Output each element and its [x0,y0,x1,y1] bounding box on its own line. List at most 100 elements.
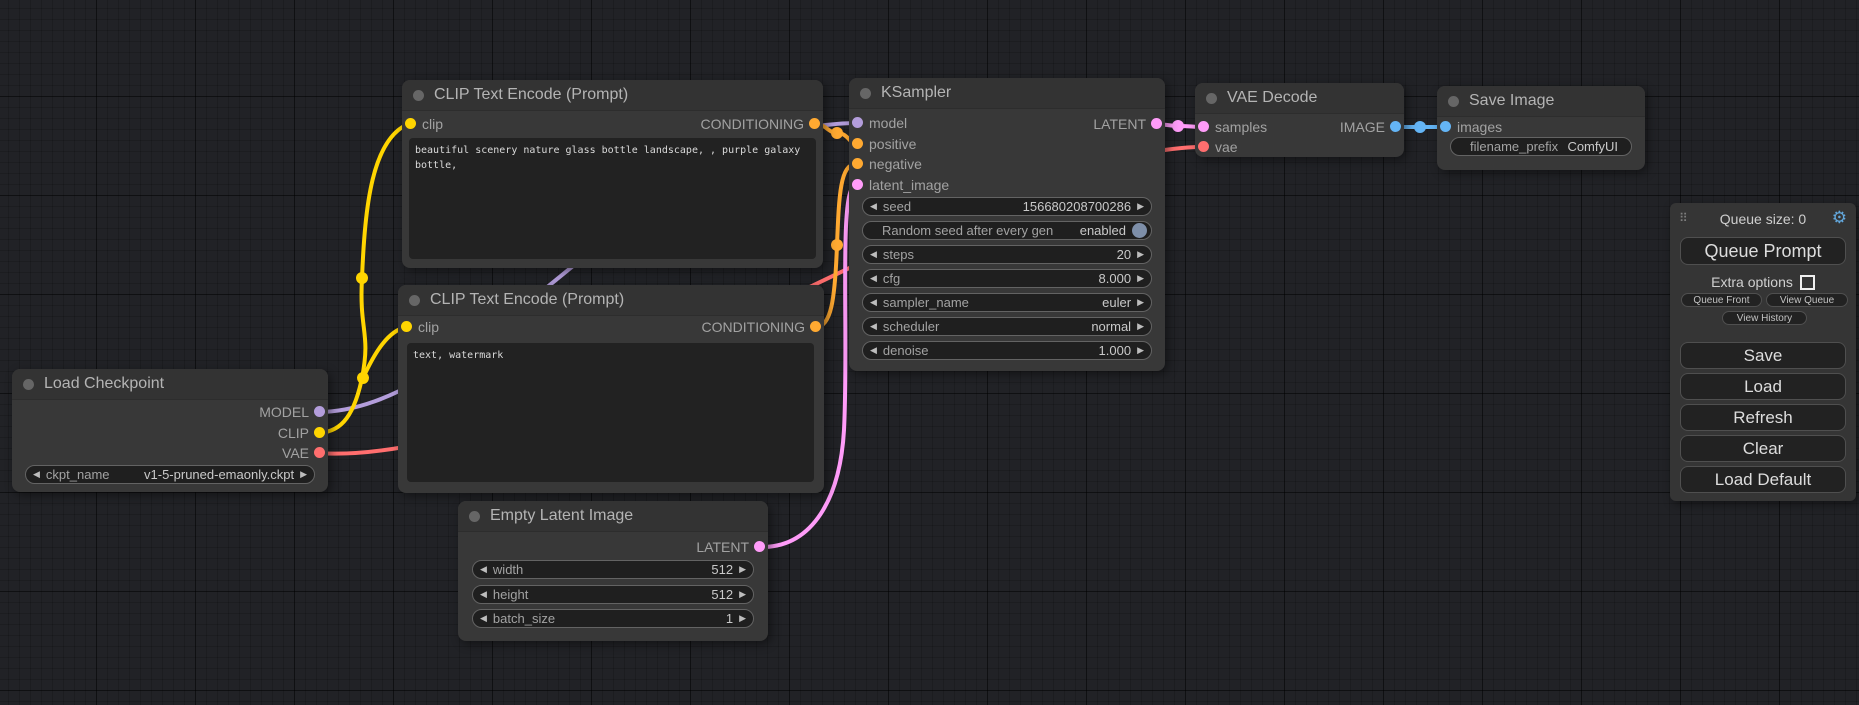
toggle-knob-icon[interactable] [1132,223,1147,238]
decrement-arrow-icon[interactable]: ◀ [480,564,487,574]
decrement-arrow-icon[interactable]: ◀ [870,201,877,211]
link-dot [1414,121,1426,133]
view-history-button[interactable]: View History [1722,311,1807,325]
increment-arrow-icon[interactable]: ▶ [1137,345,1144,355]
cfg-widget[interactable]: ◀ cfg 8.000 ▶ [862,269,1152,288]
input-slot-model[interactable] [852,117,863,128]
queue-prompt-button[interactable]: Queue Prompt [1680,237,1846,265]
drag-handle-icon[interactable]: ⠿ [1679,211,1689,225]
output-slot-latent[interactable] [1151,118,1162,129]
load-default-button[interactable]: Load Default [1680,466,1846,493]
increment-arrow-icon[interactable]: ▶ [739,613,746,623]
collapse-dot-icon[interactable] [469,510,480,522]
prompt-textarea[interactable]: text, watermark [407,343,814,482]
node-load-checkpoint[interactable]: Load Checkpoint MODEL CLIP VAE ◀ ckpt_na… [12,369,328,492]
decrement-arrow-icon[interactable]: ◀ [33,469,40,479]
collapse-dot-icon[interactable] [1206,92,1217,104]
node-title-bar[interactable]: Empty Latent Image [458,501,768,532]
collapse-dot-icon[interactable] [860,87,871,99]
random-seed-toggle-widget[interactable]: Random seed after every gen enabled [862,221,1152,240]
seed-widget[interactable]: ◀ seed 156680208700286 ▶ [862,197,1152,216]
node-empty-latent-image[interactable]: Empty Latent Image LATENT ◀ width 512 ▶ … [458,501,768,641]
output-slot-model[interactable] [314,406,325,417]
input-slot-latent-image[interactable] [852,179,863,190]
increment-arrow-icon[interactable]: ▶ [1137,273,1144,283]
node-title-bar[interactable]: KSampler [849,78,1165,109]
decrement-arrow-icon[interactable]: ◀ [870,345,877,355]
node-title: KSampler [881,84,952,101]
node-title-bar[interactable]: Save Image [1437,86,1645,117]
node-clip-text-encode-positive[interactable]: CLIP Text Encode (Prompt) clip CONDITION… [402,80,823,268]
output-slot-conditioning[interactable] [810,321,821,332]
node-ksampler[interactable]: KSampler model positive negative latent_… [849,78,1165,371]
node-save-image[interactable]: Save Image images filename_prefix ComfyU… [1437,86,1645,170]
decrement-arrow-icon[interactable]: ◀ [870,321,877,331]
widget-value: 156680208700286 [1022,199,1132,214]
output-label-latent: LATENT [1093,116,1146,132]
view-queue-button[interactable]: View Queue [1766,293,1848,307]
save-button[interactable]: Save [1680,342,1846,369]
width-widget[interactable]: ◀ width 512 ▶ [472,560,754,579]
clear-button[interactable]: Clear [1680,435,1846,462]
sampler-name-widget[interactable]: ◀ sampler_name euler ▶ [862,293,1152,312]
link-dot [831,127,843,139]
collapse-dot-icon[interactable] [23,378,34,390]
output-label-conditioning: CONDITIONING [700,116,804,132]
output-slot-image[interactable] [1390,121,1401,132]
steps-widget[interactable]: ◀ steps 20 ▶ [862,245,1152,264]
decrement-arrow-icon[interactable]: ◀ [870,273,877,283]
collapse-dot-icon[interactable] [413,89,424,101]
increment-arrow-icon[interactable]: ▶ [1137,297,1144,307]
output-slot-latent[interactable] [754,541,765,552]
collapse-dot-icon[interactable] [409,294,420,306]
node-title-bar[interactable]: CLIP Text Encode (Prompt) [398,285,824,316]
queue-front-button[interactable]: Queue Front [1681,293,1762,307]
increment-arrow-icon[interactable]: ▶ [739,564,746,574]
decrement-arrow-icon[interactable]: ◀ [870,249,877,259]
decrement-arrow-icon[interactable]: ◀ [870,297,877,307]
batch-size-widget[interactable]: ◀ batch_size 1 ▶ [472,609,754,628]
widget-label: sampler_name [882,295,969,310]
extra-options-checkbox[interactable] [1799,274,1815,290]
node-vae-decode[interactable]: VAE Decode samples vae IMAGE [1195,83,1404,157]
refresh-button[interactable]: Refresh [1680,404,1846,431]
widget-label: filename_prefix [1470,139,1559,154]
node-title: CLIP Text Encode (Prompt) [434,86,629,103]
load-button[interactable]: Load [1680,373,1846,400]
input-slot-clip[interactable] [401,321,412,332]
scheduler-widget[interactable]: ◀ scheduler normal ▶ [862,317,1152,336]
decrement-arrow-icon[interactable]: ◀ [480,589,487,599]
prompt-textarea[interactable]: beautiful scenery nature glass bottle la… [409,138,816,259]
widget-label: ckpt_name [45,467,110,482]
output-slot-conditioning[interactable] [809,118,820,129]
input-label-samples: samples [1215,119,1268,135]
node-title-bar[interactable]: CLIP Text Encode (Prompt) [402,80,823,111]
increment-arrow-icon[interactable]: ▶ [1137,321,1144,331]
output-slot-vae[interactable] [314,447,325,458]
ckpt-name-widget[interactable]: ◀ ckpt_name v1-5-pruned-emaonly.ckpt ▶ [25,465,315,484]
increment-arrow-icon[interactable]: ▶ [1137,249,1144,259]
collapse-dot-icon[interactable] [1448,95,1459,107]
input-slot-negative[interactable] [852,158,863,169]
node-title-bar[interactable]: Load Checkpoint [12,369,328,400]
filename-prefix-widget[interactable]: filename_prefix ComfyUI [1450,137,1632,156]
height-widget[interactable]: ◀ height 512 ▶ [472,585,754,604]
input-slot-clip[interactable] [405,118,416,129]
input-label-clip: clip [418,319,440,335]
increment-arrow-icon[interactable]: ▶ [1137,201,1144,211]
input-slot-samples[interactable] [1198,121,1209,132]
increment-arrow-icon[interactable]: ▶ [300,469,307,479]
node-title-bar[interactable]: VAE Decode [1195,83,1404,114]
node-clip-text-encode-negative[interactable]: CLIP Text Encode (Prompt) clip CONDITION… [398,285,824,493]
input-slot-vae[interactable] [1198,141,1209,152]
widget-label: seed [882,199,912,214]
settings-gear-icon[interactable]: ⚙ [1831,208,1847,227]
denoise-widget[interactable]: ◀ denoise 1.000 ▶ [862,341,1152,360]
input-slot-positive[interactable] [852,138,863,149]
increment-arrow-icon[interactable]: ▶ [739,589,746,599]
output-slot-clip[interactable] [314,427,325,438]
input-label-positive: positive [869,136,917,152]
input-slot-images[interactable] [1440,121,1451,132]
decrement-arrow-icon[interactable]: ◀ [480,613,487,623]
